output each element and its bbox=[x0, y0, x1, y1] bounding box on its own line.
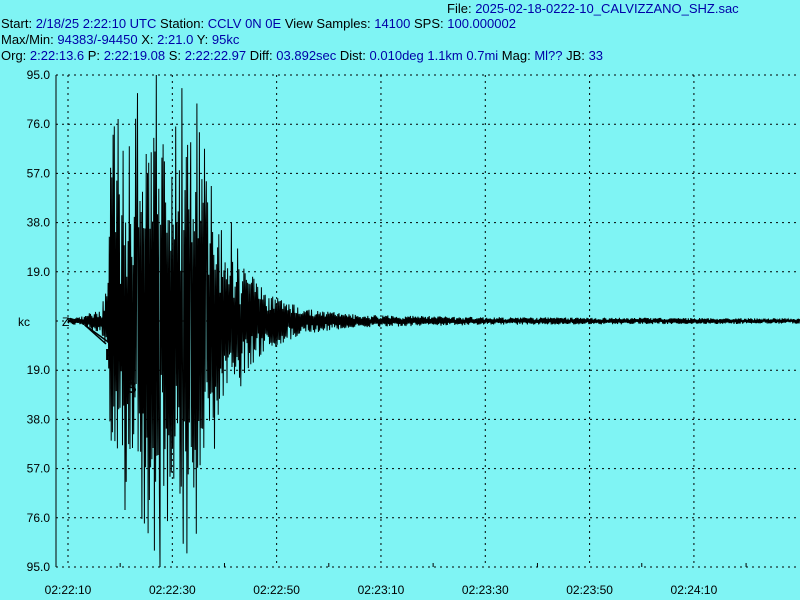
station-value: CCLV 0N 0E bbox=[207, 16, 282, 31]
org-value: 2:22:13.6 bbox=[29, 48, 85, 63]
y-tick-label: 95.0 bbox=[27, 68, 51, 82]
x-label: X: bbox=[141, 32, 154, 47]
sps-label: SPS: bbox=[414, 16, 444, 31]
diff-label: Diff: bbox=[249, 48, 273, 63]
x-tick-label: 02:24:10 bbox=[671, 583, 718, 597]
s-value: 2:22:22.97 bbox=[184, 48, 247, 63]
x-tick-label: 02:23:30 bbox=[462, 583, 509, 597]
x-tick-label: 02:22:10 bbox=[45, 583, 92, 597]
y-tick-label: 38.0 bbox=[27, 412, 51, 426]
view-samples-value: 14100 bbox=[374, 16, 411, 31]
y-tick-label: 95.0 bbox=[27, 560, 51, 574]
y-label: Y: bbox=[196, 32, 209, 47]
x-value: 2:21.0 bbox=[157, 32, 194, 47]
phase-marker-s: S bbox=[126, 380, 137, 397]
p-value: 2:22:19.08 bbox=[103, 48, 166, 63]
phase-marker-line-s bbox=[104, 324, 133, 378]
file-line: File: 2025-02-18-0222-10_CALVIZZANO_SHZ.… bbox=[447, 1, 739, 16]
x-tick-label: 02:23:50 bbox=[566, 583, 613, 597]
y-tick-labels: 95.0 76.0 57.0 38.0 19.0 19.0 38.0 57.0 76.0 95.0 bbox=[27, 68, 51, 574]
org-label: Org: bbox=[1, 48, 27, 63]
y-tick-label: 76.0 bbox=[27, 511, 51, 525]
phase-marker-p: P bbox=[105, 347, 116, 364]
x-tick-labels: 02:22:10 02:22:30 02:22:50 02:23:10 02:23:30… bbox=[45, 583, 718, 597]
view-samples-label: View Samples: bbox=[284, 16, 371, 31]
diff-value: 03.892sec bbox=[276, 48, 337, 63]
y-tick-label: 38.0 bbox=[27, 216, 51, 230]
station-label: Station: bbox=[160, 16, 205, 31]
x-tick-label: 02:22:50 bbox=[253, 583, 300, 597]
maxmin-label: Max/Min: bbox=[1, 32, 54, 47]
s-label: S: bbox=[168, 48, 182, 63]
mag-label: Mag: bbox=[501, 48, 531, 63]
y-tick-label: 57.0 bbox=[27, 166, 51, 180]
maxmin-value: 94383/-94450 bbox=[57, 32, 138, 47]
phase-marker-tick-s bbox=[104, 324, 128, 378]
maxmin-line: Max/Min: 94383/-94450 X: 2:21.0 Y: 95kc bbox=[1, 32, 239, 47]
jb-value: 33 bbox=[588, 48, 604, 63]
dist-value: 0.010deg 1.1km 0.7mi bbox=[369, 48, 499, 63]
seismic-trace bbox=[67, 74, 800, 568]
origin-line: Org: 2:22:13.6 P: 2:22:19.08 S: 2:22:22.… bbox=[1, 48, 603, 63]
phase-marker-tick-p bbox=[84, 324, 107, 345]
start-value: 2/18/25 2:22:10 UTC bbox=[35, 16, 157, 31]
mag-value: Ml?? bbox=[534, 48, 563, 63]
x-tick-label: 02:22:30 bbox=[149, 583, 196, 597]
y-unit-label: kc bbox=[18, 315, 30, 329]
sps-value: 100.000002 bbox=[447, 16, 516, 31]
start-line: Start: 2/18/25 2:22:10 UTC Station: CCLV… bbox=[1, 16, 516, 31]
y-tick-label: 57.0 bbox=[27, 462, 51, 476]
channel-label: Z bbox=[62, 315, 69, 329]
y-value: 95kc bbox=[211, 32, 240, 47]
jb-label: JB: bbox=[566, 48, 585, 63]
p-label: P: bbox=[87, 48, 101, 63]
x-tick-label: 02:23:10 bbox=[358, 583, 405, 597]
y-tick-label: 19.0 bbox=[27, 363, 51, 377]
y-tick-label: 19.0 bbox=[27, 265, 51, 279]
file-name: 2025-02-18-0222-10_CALVIZZANO_SHZ.sac bbox=[475, 1, 739, 16]
file-label: File: bbox=[447, 1, 472, 16]
start-label: Start: bbox=[1, 16, 33, 31]
dist-label: Dist: bbox=[339, 48, 366, 63]
phase-markers: PS bbox=[84, 324, 137, 397]
y-tick-label: 76.0 bbox=[27, 117, 51, 131]
